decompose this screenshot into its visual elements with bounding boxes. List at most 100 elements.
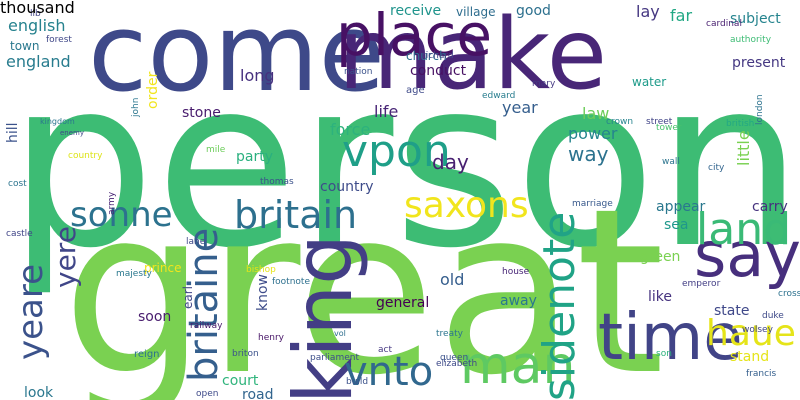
word: authority	[730, 35, 772, 45]
word: village	[456, 5, 496, 19]
word: day	[432, 150, 469, 174]
word: general	[376, 295, 430, 311]
word: briton	[232, 349, 259, 359]
word: lay	[636, 2, 660, 21]
word: francis	[746, 369, 777, 379]
word: church	[406, 49, 447, 63]
word: yere	[49, 226, 82, 288]
word: crown	[606, 117, 634, 127]
word: good	[516, 3, 551, 19]
word: cross	[778, 289, 800, 299]
word: saxons	[404, 185, 529, 226]
word: lane	[186, 237, 206, 247]
word: sidenote	[534, 211, 585, 400]
word: thousand	[0, 0, 75, 17]
word: great	[62, 159, 665, 400]
word: conduct	[410, 63, 467, 79]
word: water	[632, 75, 667, 89]
word: queen	[440, 353, 469, 363]
word: vnto	[344, 349, 434, 395]
word: receive	[390, 3, 442, 19]
word: john	[131, 97, 141, 117]
word: england	[6, 52, 71, 71]
word: age	[406, 85, 425, 96]
word: party	[236, 149, 273, 165]
word: like	[648, 289, 673, 305]
word: britain	[234, 193, 358, 237]
word: stand	[730, 349, 770, 365]
word: treaty	[436, 329, 463, 339]
word: street	[646, 117, 673, 127]
word: vol	[334, 329, 346, 338]
word: green	[640, 249, 681, 265]
word: open	[196, 389, 219, 399]
word: hill	[5, 122, 21, 143]
word: emperor	[682, 279, 721, 289]
word: parliament	[310, 353, 359, 363]
word: railway	[190, 321, 223, 331]
word: haue	[706, 313, 796, 354]
word: sea	[664, 217, 689, 233]
word: british	[726, 119, 755, 129]
word: act	[378, 345, 392, 355]
word: mary	[532, 79, 556, 89]
word: kingdom	[40, 117, 75, 126]
word: little	[734, 130, 753, 166]
word: forest	[46, 35, 72, 45]
word: time	[598, 301, 743, 375]
word: know	[255, 274, 271, 311]
word: present	[732, 55, 786, 71]
word: state	[714, 303, 750, 319]
word: power	[568, 124, 618, 143]
word: cost	[8, 179, 27, 189]
word: law	[582, 104, 610, 123]
word: appear	[656, 199, 706, 215]
word: wall	[662, 157, 680, 167]
word: subject	[730, 11, 781, 27]
word: city	[708, 163, 725, 173]
word: army	[107, 191, 117, 215]
word: yeare	[11, 263, 51, 360]
word: london	[755, 94, 765, 125]
word: long	[240, 66, 275, 85]
word: carry	[752, 199, 788, 215]
word: road	[242, 387, 274, 400]
word: look	[24, 385, 54, 400]
word: country	[320, 179, 374, 195]
word: footnote	[272, 277, 310, 287]
word: stone	[182, 105, 221, 121]
word: duke	[762, 311, 784, 321]
word: marriage	[572, 199, 613, 209]
word: town	[10, 39, 40, 53]
word: henry	[258, 333, 284, 343]
word: life	[374, 102, 399, 121]
word: say	[694, 218, 800, 291]
word: english	[8, 16, 66, 35]
word: far	[670, 6, 693, 25]
word: wolsey	[742, 325, 773, 335]
word: enemy	[60, 129, 85, 137]
word: land	[696, 204, 792, 255]
word: edward	[482, 91, 516, 101]
word: person	[8, 29, 800, 299]
word: vpon	[342, 126, 451, 177]
word: reign	[134, 349, 160, 360]
word: man	[460, 336, 576, 396]
word: tower	[656, 123, 682, 133]
word: house	[502, 267, 530, 277]
word: court	[222, 373, 259, 389]
word: nation	[344, 67, 373, 77]
word: earl	[181, 285, 195, 309]
word: bishop	[246, 265, 276, 275]
word: soon	[138, 309, 172, 325]
word: prince	[144, 261, 182, 275]
word: country	[68, 151, 103, 161]
word: sonne	[70, 195, 173, 235]
word: come	[88, 0, 386, 116]
word: old	[440, 270, 465, 289]
word: richard	[422, 51, 454, 61]
word: place	[336, 1, 493, 69]
word: away	[500, 293, 537, 309]
word: build	[346, 377, 369, 387]
